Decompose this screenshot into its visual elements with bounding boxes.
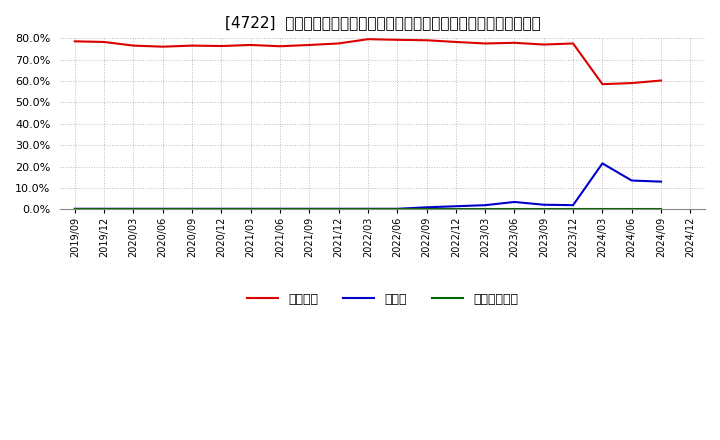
繰延税金資産 [481,206,490,212]
繰延税金資産 [569,206,577,212]
繰延税金資産 [364,206,372,212]
のれん [334,206,343,212]
自己資本 [71,39,79,44]
自己資本 [305,42,314,48]
自己資本 [100,39,109,44]
繰延税金資産 [451,206,460,212]
のれん [276,206,284,212]
のれん [246,206,255,212]
繰延税金資産 [158,206,167,212]
自己資本 [276,44,284,49]
自己資本 [364,37,372,42]
のれん [451,204,460,209]
のれん [305,206,314,212]
のれん [393,206,402,212]
繰延税金資産 [129,206,138,212]
のれん [481,202,490,208]
のれん [217,206,225,212]
自己資本 [481,41,490,46]
Title: [4722]  自己資本、のれん、繰延税金資産の総資産に対する比率の推移: [4722] 自己資本、のれん、繰延税金資産の総資産に対する比率の推移 [225,15,541,30]
のれん [627,178,636,183]
繰延税金資産 [217,206,225,212]
自己資本 [188,43,197,48]
Line: のれん: のれん [75,163,661,209]
Legend: 自己資本, のれん, 繰延税金資産: 自己資本, のれん, 繰延税金資産 [242,288,523,311]
繰延税金資産 [188,206,197,212]
繰延税金資産 [305,206,314,212]
自己資本 [422,37,431,43]
自己資本 [246,42,255,48]
自己資本 [129,43,138,48]
繰延税金資産 [246,206,255,212]
自己資本 [657,78,665,83]
繰延税金資産 [627,206,636,212]
繰延税金資産 [422,206,431,212]
繰延税金資産 [71,206,79,212]
自己資本 [510,40,519,45]
のれん [422,205,431,210]
繰延税金資産 [510,206,519,212]
自己資本 [158,44,167,49]
繰延税金資産 [598,206,607,212]
のれん [657,179,665,184]
のれん [510,199,519,205]
繰延税金資産 [393,206,402,212]
自己資本 [217,44,225,49]
Line: 自己資本: 自己資本 [75,39,661,84]
のれん [188,206,197,212]
のれん [569,202,577,208]
のれん [158,206,167,212]
のれん [539,202,548,207]
のれん [129,206,138,212]
のれん [71,206,79,212]
自己資本 [539,42,548,47]
のれん [598,161,607,166]
自己資本 [569,41,577,46]
繰延税金資産 [276,206,284,212]
繰延税金資産 [539,206,548,212]
自己資本 [598,81,607,87]
自己資本 [393,37,402,43]
自己資本 [334,41,343,46]
自己資本 [627,81,636,86]
自己資本 [451,39,460,44]
のれん [364,206,372,212]
繰延税金資産 [334,206,343,212]
繰延税金資産 [100,206,109,212]
繰延税金資産 [657,206,665,212]
のれん [100,206,109,212]
